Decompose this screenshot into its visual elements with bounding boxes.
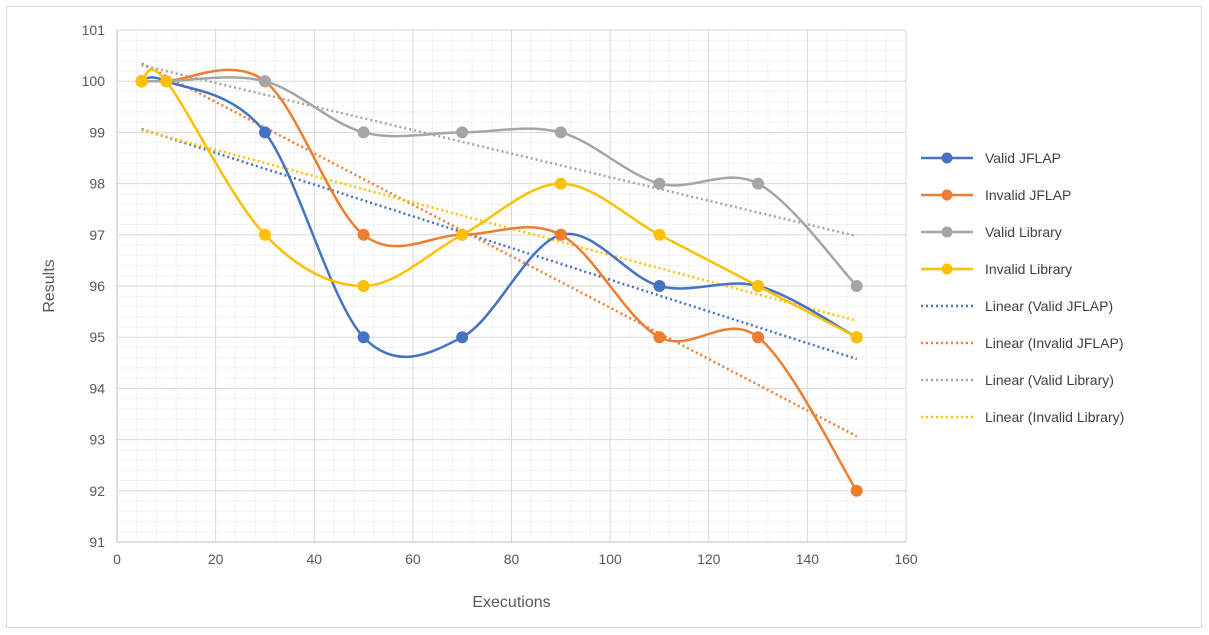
data-point — [554, 177, 567, 190]
data-point — [752, 331, 765, 344]
data-markers — [135, 75, 863, 497]
y-tick-label: 97 — [89, 227, 105, 243]
y-tick-label: 95 — [89, 329, 105, 345]
data-point — [653, 280, 666, 292]
data-point — [554, 126, 567, 139]
legend-marker — [941, 226, 953, 238]
data-point — [456, 126, 469, 139]
legend: Valid JFLAP Invalid JFLAP Valid Library Inv… — [921, 150, 1124, 425]
data-point — [554, 228, 567, 241]
y-tick-label: 94 — [89, 380, 105, 396]
y-tick-label: 93 — [89, 432, 105, 448]
trend-line — [141, 128, 858, 322]
legend-marker — [941, 189, 953, 201]
data-point — [135, 75, 148, 88]
y-tick-label: 98 — [89, 176, 105, 192]
series-line — [141, 76, 858, 287]
legend-label: Valid Library — [985, 224, 1062, 240]
trend-line — [141, 62, 858, 438]
series-lines — [140, 68, 858, 492]
data-point — [357, 228, 370, 241]
data-point — [160, 75, 173, 88]
data-point — [752, 177, 765, 190]
x-tick-label: 100 — [598, 551, 622, 567]
series-line — [141, 68, 858, 492]
major-grid — [116, 29, 907, 543]
legend-label: Valid JFLAP — [985, 150, 1061, 166]
data-point — [653, 177, 666, 190]
data-point — [258, 126, 271, 139]
legend-label: Linear (Invalid Library) — [985, 409, 1124, 425]
x-tick-label: 40 — [306, 551, 322, 567]
data-point — [850, 484, 863, 497]
y-tick-label: 91 — [89, 534, 105, 550]
y-tick-label: 96 — [89, 278, 105, 294]
x-tick-label: 120 — [697, 551, 721, 567]
data-point — [850, 331, 863, 344]
x-axis-title: Executions — [472, 594, 550, 611]
data-point — [357, 331, 370, 344]
y-tick-label: 92 — [89, 483, 105, 499]
legend-label: Linear (Valid JFLAP) — [985, 298, 1113, 314]
data-point — [258, 75, 271, 88]
legend-label: Linear (Valid Library) — [985, 372, 1114, 388]
x-tick-label: 0 — [113, 551, 121, 567]
legend-marker — [941, 152, 953, 164]
data-point — [258, 228, 271, 241]
data-point — [653, 331, 666, 344]
x-tick-labels: 0 20 40 60 80 100 120 140 160 — [113, 551, 918, 567]
legend-marker — [941, 263, 953, 275]
y-tick-label: 99 — [89, 124, 105, 140]
y-tick-label: 100 — [82, 73, 106, 89]
trend-line — [141, 127, 858, 361]
data-point — [456, 331, 469, 344]
x-tick-label: 80 — [504, 551, 520, 567]
y-tick-labels: 91 92 93 94 95 96 97 98 99 100 101 — [82, 22, 106, 550]
x-tick-label: 160 — [894, 551, 918, 567]
legend-label: Invalid Library — [985, 261, 1072, 277]
series-line — [140, 68, 858, 339]
x-tick-label: 20 — [208, 551, 224, 567]
x-tick-label: 140 — [796, 551, 820, 567]
data-point — [752, 280, 765, 292]
trend-lines — [141, 62, 858, 438]
data-point — [850, 280, 863, 292]
legend-label: Linear (Invalid JFLAP) — [985, 335, 1124, 351]
data-point — [456, 228, 469, 241]
y-axis-title: Results — [41, 259, 58, 312]
y-tick-label: 101 — [82, 22, 106, 38]
data-point — [357, 280, 370, 292]
x-tick-label: 60 — [405, 551, 421, 567]
data-point — [357, 126, 370, 139]
data-point — [653, 228, 666, 241]
legend-label: Invalid JFLAP — [985, 187, 1071, 203]
